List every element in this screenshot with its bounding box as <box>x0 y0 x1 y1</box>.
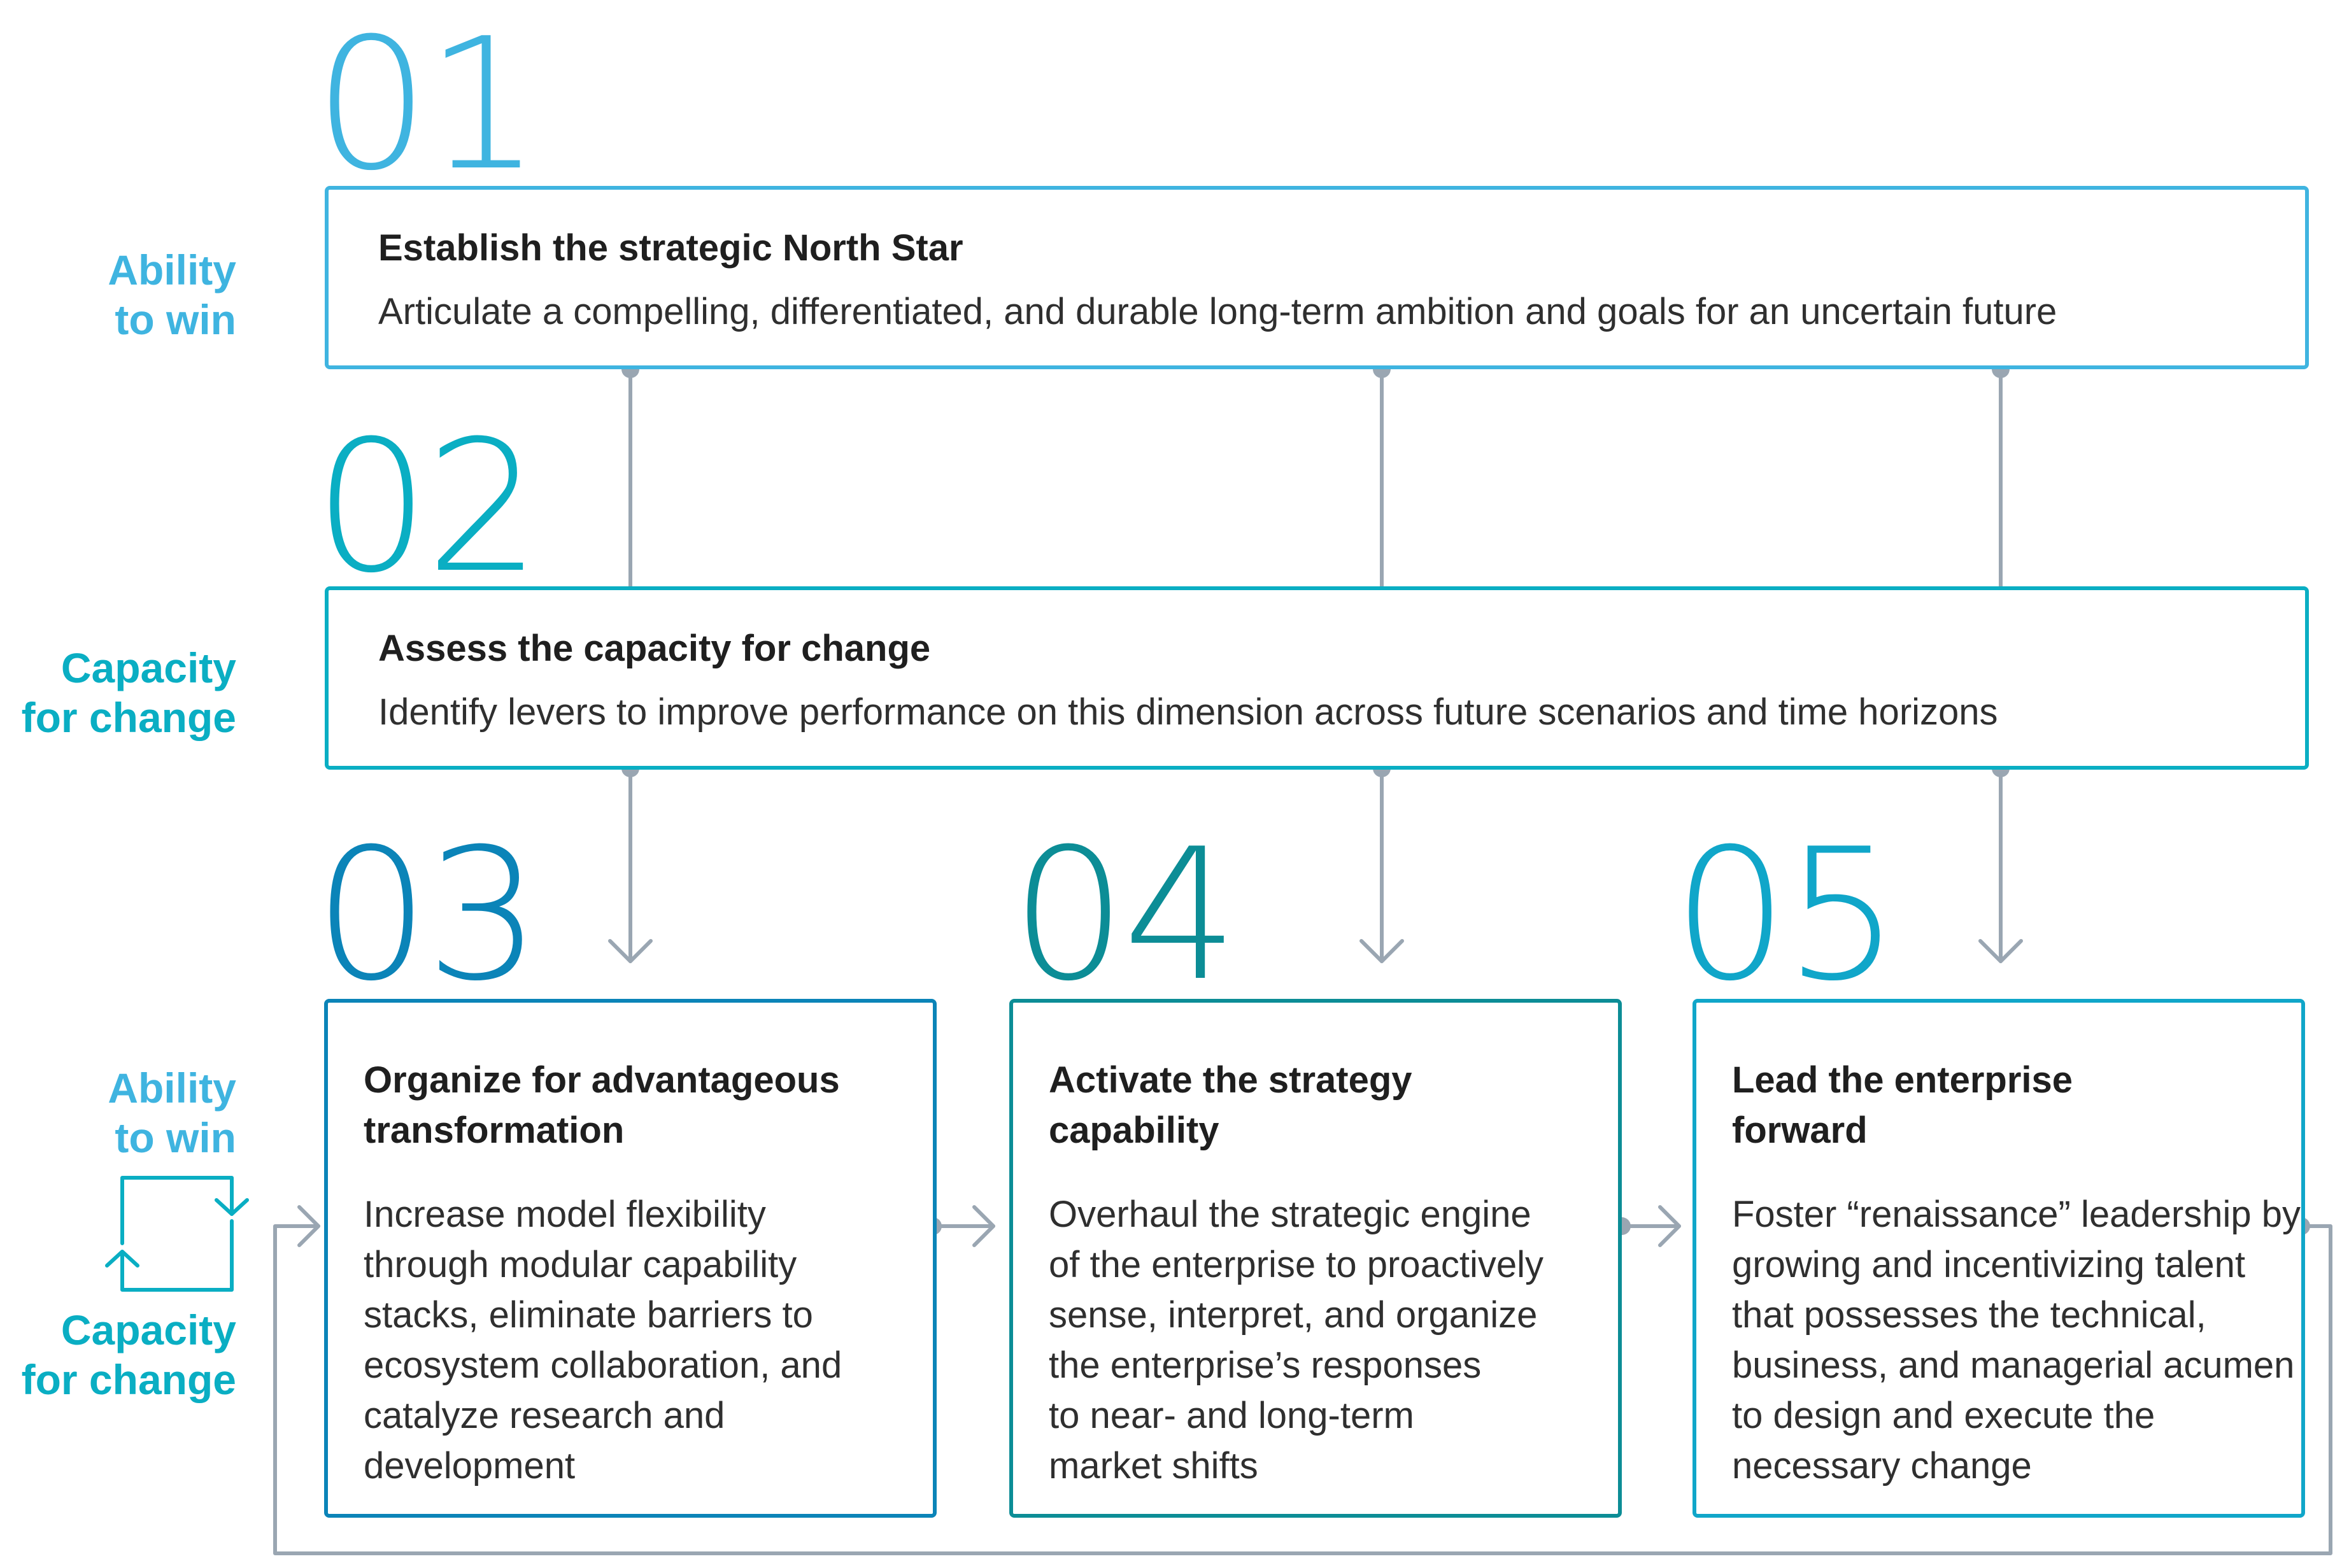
step-number-02: 02 <box>314 402 541 613</box>
arrowhead <box>1978 939 2023 963</box>
step-title: Activate the strategy capability <box>1049 1059 1412 1151</box>
step-title: Lead the enterprise forward <box>1732 1059 2073 1151</box>
step-number-05: 05 <box>1673 810 1900 1021</box>
step-title: Organize for advantageous transformation <box>364 1059 840 1151</box>
step-number-04: 04 <box>1011 810 1238 1021</box>
arrowhead <box>972 1205 995 1247</box>
step-box-03: Organize for advantageous transformation… <box>324 999 937 1518</box>
step-box-04: Activate the strategy capability Overhau… <box>1009 999 1622 1518</box>
step-description: Identify levers to improve performance o… <box>378 691 1998 733</box>
step-description: Foster “renaissance” leadership by growi… <box>1732 1194 2301 1487</box>
step-number-03: 03 <box>314 810 541 1021</box>
step-box-01: Establish the strategic North Star Artic… <box>325 186 2309 369</box>
step-number-01: 01 <box>314 0 541 211</box>
step-description: Articulate a compelling, differentiated,… <box>378 291 2057 332</box>
side-label-capacity-for-change: Capacity for change <box>21 644 236 741</box>
side-label-capacity-for-change: Capacity for change <box>21 1306 236 1403</box>
side-label-ability-to-win: Ability to win <box>108 246 236 343</box>
side-label-ability-to-win: Ability to win <box>108 1064 236 1161</box>
arrowhead <box>1658 1205 1681 1247</box>
arrowhead <box>608 939 653 963</box>
arrowhead <box>297 1205 320 1247</box>
step-title: Establish the strategic North Star <box>378 227 963 269</box>
step-box-02: Assess the capacity for change Identify … <box>325 586 2309 770</box>
step-description: Increase model flexibility through modul… <box>364 1194 842 1487</box>
step-title: Assess the capacity for change <box>378 628 931 669</box>
step-box-05: Lead the enterprise forward Foster “rena… <box>1693 999 2305 1518</box>
step-description: Overhaul the strategic engine of the ent… <box>1049 1194 1544 1487</box>
cycle-icon <box>105 1176 249 1292</box>
arrowhead <box>1359 939 1404 963</box>
feedback-loop-line <box>273 1224 2332 1555</box>
